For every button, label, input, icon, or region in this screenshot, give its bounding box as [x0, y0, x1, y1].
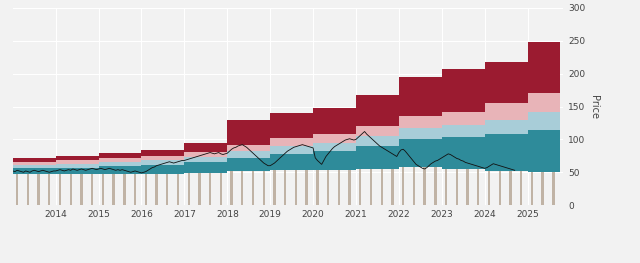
Bar — [391, 169, 394, 205]
Bar — [499, 171, 501, 205]
Bar — [230, 171, 233, 205]
Bar — [177, 174, 179, 205]
Bar — [456, 169, 458, 205]
Bar — [134, 174, 136, 205]
Bar — [209, 173, 211, 205]
Bar — [241, 171, 243, 205]
Bar — [381, 169, 383, 205]
Bar — [91, 174, 93, 205]
Bar — [273, 170, 276, 205]
Bar — [359, 169, 362, 205]
Bar — [552, 172, 554, 205]
Bar — [123, 174, 125, 205]
Bar — [16, 174, 19, 205]
Bar — [156, 174, 157, 205]
Bar — [59, 174, 61, 205]
Bar — [80, 174, 83, 205]
Bar — [348, 170, 351, 205]
Bar — [316, 170, 319, 205]
Bar — [413, 167, 415, 205]
Bar — [295, 170, 297, 205]
Bar — [284, 170, 286, 205]
Bar — [198, 173, 200, 205]
Bar — [70, 174, 72, 205]
Bar — [27, 174, 29, 205]
Bar — [48, 174, 51, 205]
Bar — [113, 174, 115, 205]
Bar — [145, 174, 147, 205]
Bar — [402, 167, 404, 205]
Bar — [338, 170, 340, 205]
Bar — [520, 171, 522, 205]
Bar — [434, 167, 436, 205]
Bar — [252, 171, 254, 205]
Bar — [424, 167, 426, 205]
Bar — [541, 172, 544, 205]
Bar — [220, 173, 222, 205]
Bar — [262, 171, 265, 205]
Bar — [488, 171, 490, 205]
Bar — [531, 172, 533, 205]
Bar — [166, 174, 168, 205]
Y-axis label: Price: Price — [589, 94, 599, 119]
Bar — [327, 170, 330, 205]
Bar — [102, 174, 104, 205]
Bar — [509, 171, 511, 205]
Bar — [467, 169, 468, 205]
Bar — [477, 169, 479, 205]
Bar — [305, 170, 308, 205]
Bar — [188, 173, 190, 205]
Bar — [370, 169, 372, 205]
Bar — [445, 169, 447, 205]
Bar — [37, 174, 40, 205]
